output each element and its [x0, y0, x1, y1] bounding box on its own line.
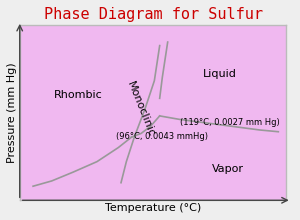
Text: (119°C, 0.0027 mm Hg): (119°C, 0.0027 mm Hg) [180, 118, 279, 127]
Text: Monoclinic: Monoclinic [125, 80, 157, 138]
Text: (96°C, 0.0043 mmHg): (96°C, 0.0043 mmHg) [116, 132, 208, 141]
Y-axis label: Pressure (mm Hg): Pressure (mm Hg) [7, 62, 17, 163]
Title: Phase Diagram for Sulfur: Phase Diagram for Sulfur [44, 7, 262, 22]
X-axis label: Temperature (°C): Temperature (°C) [105, 203, 201, 213]
Text: Rhombic: Rhombic [54, 90, 103, 100]
Text: Liquid: Liquid [203, 69, 237, 79]
Text: Vapor: Vapor [212, 164, 244, 174]
